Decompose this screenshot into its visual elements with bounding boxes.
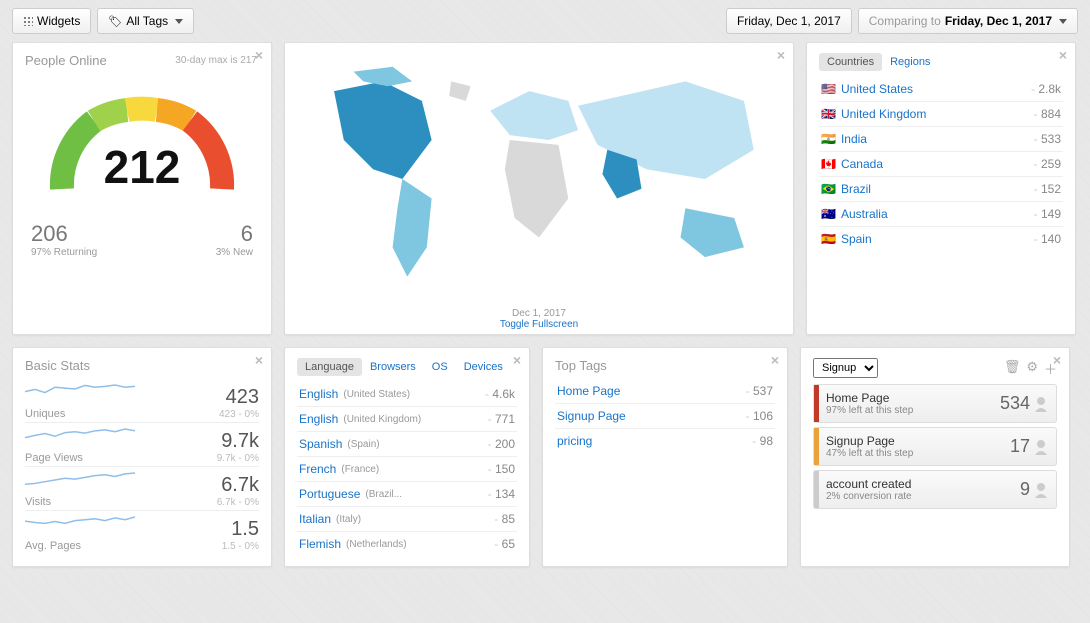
top-tags-card: × Top Tags Home Page537Signup Page106pri… — [542, 347, 788, 567]
date-current-button[interactable]: Friday, Dec 1, 2017 — [726, 8, 852, 34]
country-tabs: CountriesRegions — [819, 53, 1063, 71]
flag-icon: 🇮🇳 — [821, 132, 836, 146]
sparkline — [25, 427, 135, 449]
flag-icon: 🇨🇦 — [821, 157, 836, 171]
tab-os[interactable]: OS — [424, 358, 456, 376]
map-date: Dec 1, 2017 — [512, 308, 566, 319]
returning-label: 97% Returning — [31, 247, 97, 258]
flag-icon: 🇦🇺 — [821, 207, 836, 221]
funnel-card: × Signup 🗑 ⚙ ＋ Home Page97% left at this… — [800, 347, 1070, 567]
language-row[interactable]: Italian (Italy)85 — [297, 507, 517, 532]
country-row[interactable]: 🇧🇷Brazil152 — [819, 177, 1063, 202]
stat-label: Avg. Pages — [25, 540, 222, 552]
tab-devices[interactable]: Devices — [456, 358, 511, 376]
tag-row[interactable]: pricing98 — [555, 429, 775, 453]
funnel-step[interactable]: Signup Page47% left at this step17 — [813, 427, 1057, 466]
all-tags-button[interactable]: All Tags — [97, 8, 194, 34]
funnel-step[interactable]: Home Page97% left at this step534 — [813, 384, 1057, 423]
stat-compare: 6.7k - 0% — [217, 497, 259, 508]
stat-label: Page Views — [25, 452, 217, 464]
widgets-button[interactable]: Widgets — [12, 8, 91, 34]
card-title: Basic Stats — [25, 358, 259, 373]
world-map-card: × Dec 1, 2017 Toggle Fullscreen — [284, 42, 794, 335]
stat-compare: 1.5 - 0% — [222, 541, 259, 552]
people-online-card: × People Online 30-day max is 217 212 20… — [12, 42, 272, 335]
tag-row[interactable]: Signup Page106 — [555, 404, 775, 429]
funnel-step[interactable]: account created2% conversion rate9 — [813, 470, 1057, 509]
sparkline — [25, 383, 135, 405]
language-row[interactable]: English (United States)4.6k — [297, 382, 517, 407]
tab-countries[interactable]: Countries — [819, 53, 882, 71]
sparkline — [25, 515, 135, 537]
stat-avg-pages: Avg. Pages1.51.5 - 0% — [25, 511, 259, 554]
stat-uniques: Uniques423423 - 0% — [25, 379, 259, 423]
stat-value: 423 — [219, 386, 259, 409]
language-row[interactable]: Portuguese (Brazil...134 — [297, 482, 517, 507]
tab-language[interactable]: Language — [297, 358, 362, 376]
language-card: × LanguageBrowsersOSDevices English (Uni… — [284, 347, 530, 567]
close-icon[interactable]: × — [1053, 352, 1061, 368]
stat-label: Uniques — [25, 408, 219, 420]
close-icon[interactable]: × — [1059, 47, 1067, 63]
tag-icon — [108, 14, 122, 28]
close-icon[interactable]: × — [513, 352, 521, 368]
funnel-select[interactable]: Signup — [813, 358, 878, 378]
language-row[interactable]: French (France)150 — [297, 457, 517, 482]
world-map[interactable] — [295, 49, 783, 309]
language-row[interactable]: Spanish (Spain)200 — [297, 432, 517, 457]
language-row[interactable]: Flemish (Netherlands)65 — [297, 532, 517, 556]
flag-icon: 🇺🇸 — [821, 82, 836, 96]
sparkline — [25, 471, 135, 493]
countries-card: × CountriesRegions 🇺🇸United States2.8k🇬🇧… — [806, 42, 1076, 335]
gauge-value: 212 — [25, 140, 259, 194]
person-icon — [1034, 439, 1048, 455]
gear-icon[interactable]: ⚙ — [1026, 359, 1038, 378]
stat-visits: Visits6.7k6.7k - 0% — [25, 467, 259, 511]
tab-regions[interactable]: Regions — [882, 53, 938, 71]
date-compare-button[interactable]: Comparing to Friday, Dec 1, 2017 — [858, 8, 1078, 34]
chevron-down-icon — [1059, 19, 1067, 24]
country-row[interactable]: 🇨🇦Canada259 — [819, 152, 1063, 177]
stat-page-views: Page Views9.7k9.7k - 0% — [25, 423, 259, 467]
close-icon[interactable]: × — [255, 352, 263, 368]
stat-compare: 423 - 0% — [219, 409, 259, 420]
new-label: 3% New — [216, 247, 253, 258]
stat-label: Visits — [25, 496, 217, 508]
chevron-down-icon — [175, 19, 183, 24]
stat-value: 1.5 — [222, 518, 259, 541]
trash-icon[interactable]: 🗑 — [1004, 359, 1021, 378]
toggle-fullscreen-link[interactable]: Toggle Fullscreen — [295, 319, 783, 330]
tag-row[interactable]: Home Page537 — [555, 379, 775, 404]
flag-icon: 🇧🇷 — [821, 182, 836, 196]
new-count: 6 — [216, 221, 253, 247]
topbar: Widgets All Tags Friday, Dec 1, 2017 Com… — [0, 0, 1090, 42]
country-row[interactable]: 🇮🇳India533 — [819, 127, 1063, 152]
close-icon[interactable]: × — [777, 47, 785, 63]
flag-icon: 🇬🇧 — [821, 107, 836, 121]
card-title: Top Tags — [555, 358, 775, 373]
country-row[interactable]: 🇦🇺Australia149 — [819, 202, 1063, 227]
tab-browsers[interactable]: Browsers — [362, 358, 424, 376]
grid-icon — [23, 16, 33, 26]
stat-value: 6.7k — [217, 474, 259, 497]
country-row[interactable]: 🇬🇧United Kingdom884 — [819, 102, 1063, 127]
stat-compare: 9.7k - 0% — [217, 453, 259, 464]
country-row[interactable]: 🇺🇸United States2.8k — [819, 77, 1063, 102]
country-row[interactable]: 🇪🇸Spain140 — [819, 227, 1063, 251]
language-row[interactable]: English (United Kingdom)771 — [297, 407, 517, 432]
flag-icon: 🇪🇸 — [821, 232, 836, 246]
returning-count: 206 — [31, 221, 97, 247]
stat-value: 9.7k — [217, 430, 259, 453]
basic-stats-card: × Basic Stats Uniques423423 - 0%Page Vie… — [12, 347, 272, 567]
person-icon — [1034, 482, 1048, 498]
close-icon[interactable]: × — [771, 352, 779, 368]
max-note: 30-day max is 217 — [175, 55, 257, 66]
person-icon — [1034, 396, 1048, 412]
